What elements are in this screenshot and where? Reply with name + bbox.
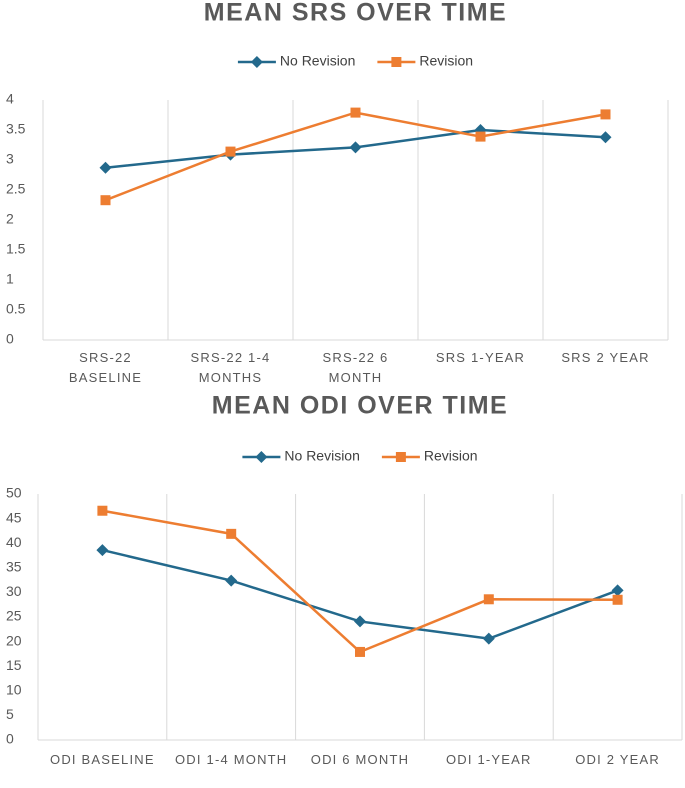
x-tick-label: ODI 1-YEAR: [445, 752, 532, 767]
marker: [599, 131, 612, 144]
y-tick-label: 1: [6, 271, 14, 287]
x-tick-label: SRS-22 BASELINE: [68, 350, 143, 385]
series-line: [102, 509, 618, 654]
legend: No Revision Revision: [242, 448, 478, 464]
marker: [354, 615, 366, 628]
x-tick-label: ODI 6 MONTH: [310, 752, 410, 767]
y-tick-label: 0: [6, 331, 14, 347]
marker: [225, 574, 238, 587]
marker: [391, 57, 402, 67]
y-tick-label: 3: [6, 151, 14, 167]
y-tick-label: 0.5: [6, 301, 26, 317]
marker: [100, 195, 111, 206]
marker: [255, 451, 268, 463]
marker: [611, 584, 624, 597]
x-tick-label: SRS-22 6 MONTH: [322, 350, 389, 385]
x-tick-label: ODI 1-4 MONTH: [175, 752, 288, 767]
x-tick-label: SRS 1-YEAR: [435, 350, 526, 365]
marker: [225, 146, 236, 157]
y-tick-label: 2: [6, 211, 14, 227]
x-tick-label: SRS-22 1-4 MONTHS: [190, 350, 271, 385]
legend-label: Revision: [419, 53, 473, 69]
marker: [600, 109, 611, 120]
marker: [226, 528, 237, 539]
y-tick-label: 0: [6, 731, 14, 747]
y-tick-label: 5: [6, 706, 14, 722]
marker: [97, 505, 108, 516]
marker: [350, 107, 361, 118]
y-tick-label: 20: [6, 632, 22, 648]
y-tick-label: 4: [6, 91, 14, 107]
chart-title: MEAN SRS OVER TIME: [204, 0, 507, 27]
marker: [349, 141, 362, 154]
marker: [96, 544, 109, 557]
y-tick-label: 35: [6, 559, 22, 575]
marker: [482, 632, 495, 645]
marker: [483, 594, 494, 605]
legend-label: No Revision: [284, 448, 359, 464]
y-tick-label: 2.5: [6, 181, 26, 197]
marker: [99, 161, 112, 174]
y-tick-label: 40: [6, 534, 22, 550]
marker: [395, 452, 406, 462]
x-tick-label: SRS 2 YEAR: [561, 350, 650, 365]
y-tick-label: 15: [6, 657, 22, 673]
marker: [355, 646, 365, 657]
legend-label: Revision: [424, 448, 478, 464]
series-line: [105, 111, 606, 202]
marker: [475, 131, 486, 142]
y-tick-label: 3.5: [6, 121, 26, 137]
y-tick-label: 10: [6, 682, 22, 698]
legend: No Revision Revision: [237, 53, 473, 69]
marker: [250, 56, 263, 68]
y-tick-label: 50: [6, 485, 22, 501]
y-tick-label: 30: [6, 583, 22, 599]
y-tick-label: 25: [6, 608, 22, 624]
y-tick-label: 1.5: [6, 241, 26, 257]
marker: [612, 594, 623, 605]
legend-label: No Revision: [280, 53, 355, 69]
y-tick-label: 45: [6, 509, 22, 525]
x-tick-label: ODI 2 YEAR: [575, 752, 660, 767]
chart-title: MEAN ODI OVER TIME: [212, 392, 508, 420]
x-tick-label: ODI BASELINE: [50, 752, 155, 767]
